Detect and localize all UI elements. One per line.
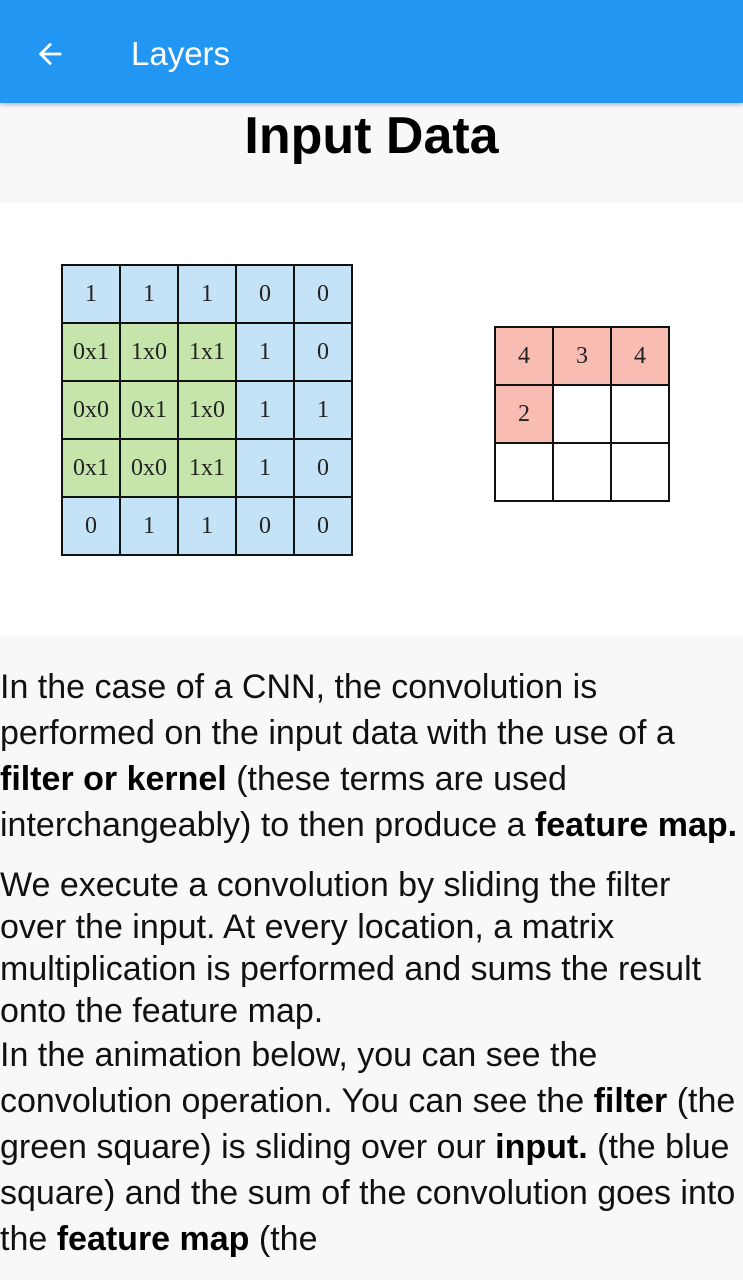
input-cell: 0	[293, 264, 353, 324]
input-cell: 0	[235, 496, 295, 556]
term-feature-map: feature map	[56, 1220, 250, 1258]
input-cell: 1	[235, 322, 295, 382]
input-cell: 1	[119, 264, 179, 324]
article-body: In the case of a CNN, the convolution is…	[0, 664, 743, 1262]
feature-map-cell	[610, 384, 670, 444]
input-cell: 1	[177, 264, 237, 324]
paragraph-intro: In the case of a CNN, the convolution is…	[0, 668, 738, 844]
page-heading: Input Data	[244, 107, 499, 165]
feature-map-cell: 4	[610, 326, 670, 386]
term-filter: filter	[593, 1082, 668, 1120]
input-cell: 1	[235, 438, 295, 498]
input-cell: 0	[235, 264, 295, 324]
feature-map-cell	[552, 384, 612, 444]
back-button[interactable]	[28, 32, 72, 76]
filter-cell: 0x0	[61, 380, 121, 440]
paragraph-animation: In the animation below, you can see the …	[0, 1036, 736, 1258]
term-feature-map: feature map.	[534, 806, 738, 844]
filter-cell: 0x1	[61, 438, 121, 498]
filter-cell: 1x1	[177, 438, 237, 498]
filter-cell: 1x1	[177, 322, 237, 382]
input-cell: 0	[61, 496, 121, 556]
feature-map-grid: 4 3 4 2	[494, 326, 670, 502]
input-cell: 1	[177, 496, 237, 556]
input-cell: 1	[235, 380, 295, 440]
feature-map-cell: 2	[494, 384, 554, 444]
feature-map-cell	[494, 442, 554, 502]
input-cell: 1	[293, 380, 353, 440]
filter-cell: 0x1	[119, 380, 179, 440]
app-bar-title: Layers	[131, 35, 231, 72]
input-cell: 1	[119, 496, 179, 556]
feature-map-cell	[610, 442, 670, 502]
paragraph-convolution: We execute a convolution by sliding the …	[0, 866, 702, 1030]
feature-map-cell: 3	[552, 326, 612, 386]
input-cell: 1	[61, 264, 121, 324]
term-input: input.	[495, 1128, 588, 1166]
filter-cell: 1x0	[119, 322, 179, 382]
app-bar: Layers	[0, 0, 743, 103]
input-cell: 0	[293, 322, 353, 382]
input-cell: 0	[293, 496, 353, 556]
term-filter-or-kernel: filter or kernel	[0, 760, 227, 798]
feature-map-cell: 4	[494, 326, 554, 386]
input-cell: 0	[293, 438, 353, 498]
filter-cell: 1x0	[177, 380, 237, 440]
feature-map-cell	[552, 442, 612, 502]
filter-cell: 0x0	[119, 438, 179, 498]
filter-cell: 0x1	[61, 322, 121, 382]
input-grid: 1 1 1 0 0 0x1 1x0 1x1 1 0 0x0 0x1 1x0 1 …	[61, 264, 353, 556]
arrow-back-icon	[38, 42, 62, 66]
convolution-figure: 1 1 1 0 0 0x1 1x0 1x1 1 0 0x0 0x1 1x0 1 …	[0, 203, 743, 636]
